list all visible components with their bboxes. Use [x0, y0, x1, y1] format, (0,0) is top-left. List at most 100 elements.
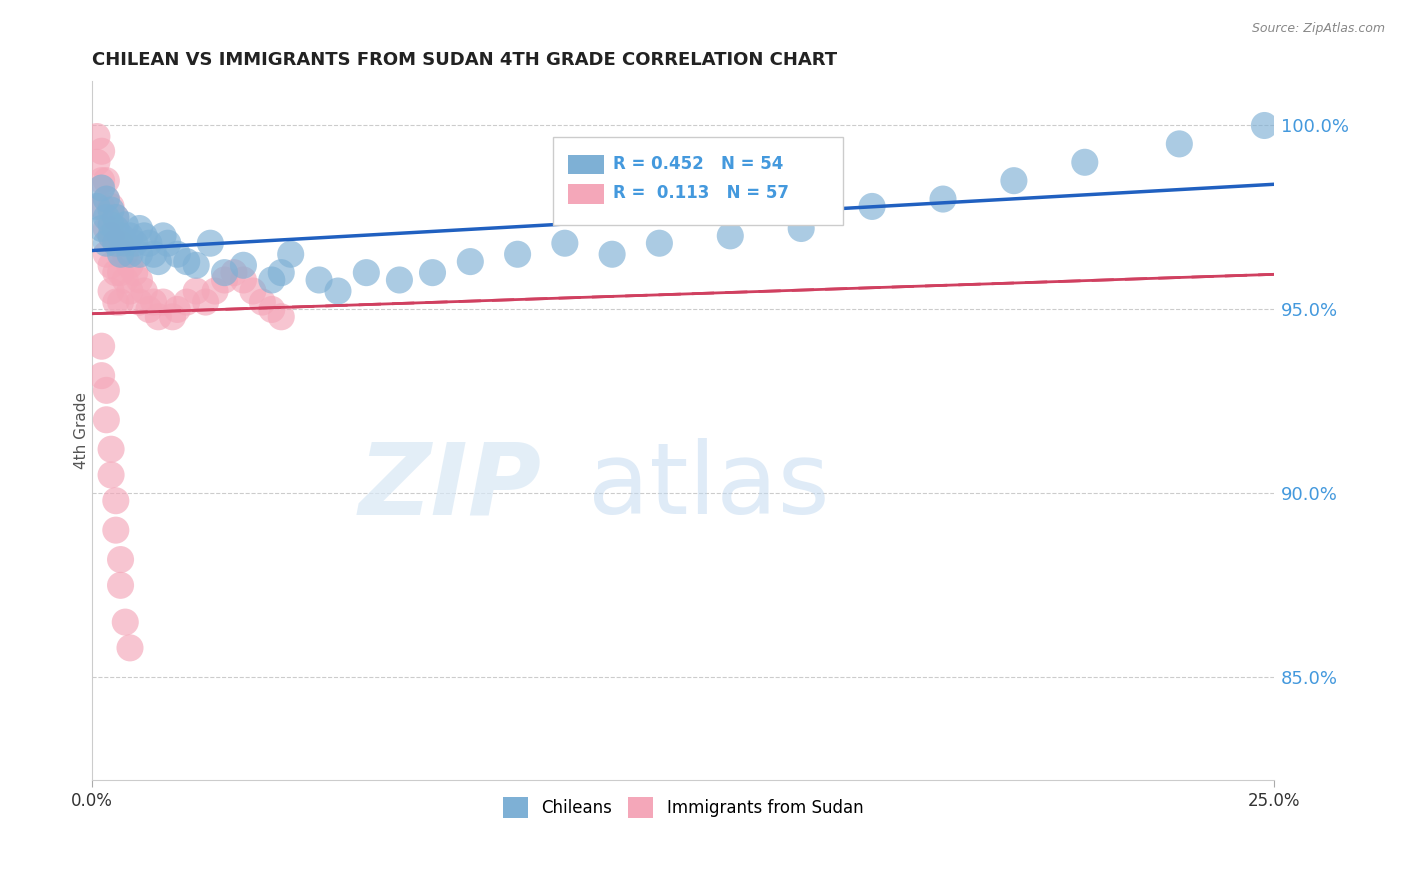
- FancyBboxPatch shape: [553, 137, 842, 225]
- Point: [194, 295, 217, 310]
- Point: [162, 310, 184, 324]
- Point: [124, 236, 146, 251]
- Text: ZIP: ZIP: [359, 438, 541, 535]
- Point: [96, 247, 118, 261]
- Point: [100, 258, 122, 272]
- Point: [252, 295, 274, 310]
- Point: [110, 552, 132, 566]
- Point: [110, 247, 132, 261]
- Point: [142, 295, 165, 310]
- Point: [100, 199, 122, 213]
- Point: [166, 302, 188, 317]
- Point: [96, 384, 118, 398]
- Point: [718, 228, 741, 243]
- Point: [110, 228, 132, 243]
- Point: [118, 247, 141, 261]
- Point: [86, 129, 108, 144]
- Point: [176, 254, 198, 268]
- Point: [100, 203, 122, 218]
- Point: [90, 368, 112, 383]
- Point: [356, 266, 378, 280]
- Point: [932, 192, 955, 206]
- Point: [104, 236, 127, 251]
- Point: [96, 221, 118, 235]
- Point: [600, 247, 623, 261]
- Point: [118, 258, 141, 272]
- Point: [96, 236, 118, 251]
- Point: [114, 218, 136, 232]
- Point: [96, 192, 118, 206]
- Point: [128, 295, 150, 310]
- Point: [86, 199, 108, 213]
- Text: R =  0.113   N = 57: R = 0.113 N = 57: [613, 184, 789, 202]
- Point: [104, 211, 127, 225]
- Point: [100, 467, 122, 482]
- Point: [232, 258, 254, 272]
- Point: [90, 174, 112, 188]
- Point: [100, 218, 122, 232]
- Point: [200, 236, 222, 251]
- Point: [114, 236, 136, 251]
- Point: [242, 284, 264, 298]
- Point: [114, 247, 136, 261]
- Point: [128, 221, 150, 235]
- Point: [104, 493, 127, 508]
- Point: [280, 247, 302, 261]
- Point: [96, 192, 118, 206]
- Point: [260, 302, 283, 317]
- Point: [142, 247, 165, 261]
- Point: [110, 578, 132, 592]
- Point: [176, 295, 198, 310]
- Point: [152, 228, 174, 243]
- Point: [260, 273, 283, 287]
- Point: [114, 273, 136, 287]
- Point: [134, 228, 156, 243]
- Point: [104, 523, 127, 537]
- Point: [270, 310, 292, 324]
- Legend: Chileans, Immigrants from Sudan: Chileans, Immigrants from Sudan: [496, 790, 870, 824]
- Point: [222, 266, 245, 280]
- Point: [138, 302, 160, 317]
- Point: [96, 211, 118, 225]
- Text: CHILEAN VS IMMIGRANTS FROM SUDAN 4TH GRADE CORRELATION CHART: CHILEAN VS IMMIGRANTS FROM SUDAN 4TH GRA…: [93, 51, 838, 69]
- Point: [186, 284, 208, 298]
- Point: [104, 266, 127, 280]
- Point: [100, 228, 122, 243]
- Point: [110, 266, 132, 280]
- Point: [1074, 155, 1097, 169]
- Bar: [568, 154, 603, 174]
- Point: [460, 254, 482, 268]
- Point: [104, 221, 127, 235]
- Point: [100, 442, 122, 457]
- Point: [100, 228, 122, 243]
- Point: [148, 310, 170, 324]
- Point: [118, 640, 141, 655]
- Point: [90, 221, 112, 235]
- Point: [326, 284, 349, 298]
- Point: [100, 284, 122, 298]
- Y-axis label: 4th Grade: 4th Grade: [73, 392, 89, 469]
- Point: [232, 273, 254, 287]
- Point: [124, 266, 146, 280]
- Point: [1002, 174, 1025, 188]
- Point: [554, 236, 576, 251]
- Point: [166, 247, 188, 261]
- Point: [1253, 119, 1275, 133]
- Point: [96, 413, 118, 427]
- Point: [152, 295, 174, 310]
- Point: [90, 339, 112, 353]
- Point: [214, 266, 236, 280]
- Bar: [568, 184, 603, 203]
- Point: [118, 228, 141, 243]
- Point: [104, 295, 127, 310]
- Point: [90, 181, 112, 195]
- Point: [128, 273, 150, 287]
- Point: [104, 211, 127, 225]
- Point: [270, 266, 292, 280]
- Point: [86, 155, 108, 169]
- Point: [790, 221, 813, 235]
- Point: [506, 247, 529, 261]
- Point: [110, 295, 132, 310]
- Point: [860, 199, 883, 213]
- Point: [422, 266, 444, 280]
